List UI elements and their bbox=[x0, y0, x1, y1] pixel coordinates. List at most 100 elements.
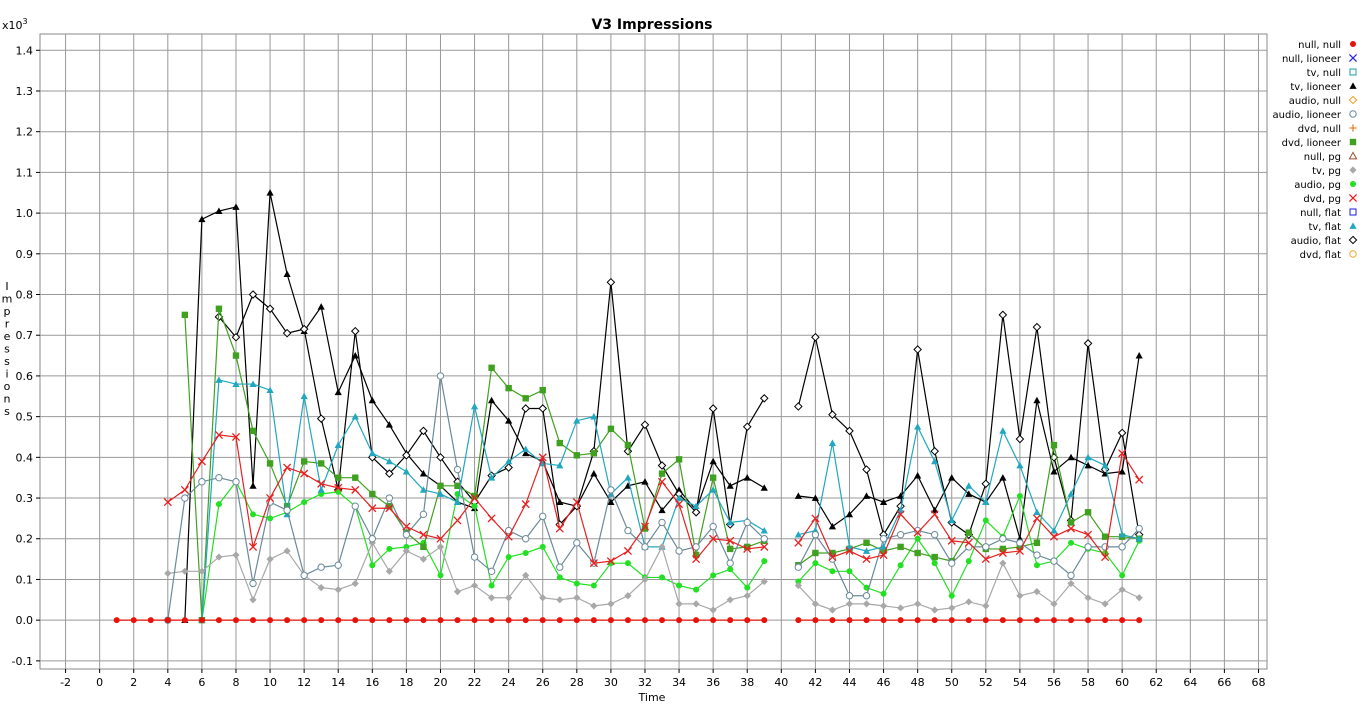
data-point bbox=[948, 604, 956, 612]
legend-marker bbox=[1349, 82, 1357, 89]
data-point bbox=[982, 617, 989, 624]
legend-marker bbox=[1348, 193, 1358, 203]
data-point bbox=[1067, 571, 1075, 580]
data-point bbox=[641, 525, 649, 532]
data-point bbox=[981, 479, 991, 489]
data-point bbox=[1101, 461, 1109, 469]
data-point bbox=[693, 586, 700, 593]
data-point bbox=[794, 531, 802, 538]
data-point bbox=[539, 512, 547, 521]
data-point bbox=[794, 563, 803, 571]
data-point bbox=[282, 328, 292, 338]
data-point bbox=[590, 582, 597, 589]
data-point bbox=[828, 410, 837, 419]
data-point bbox=[708, 404, 718, 413]
data-point bbox=[369, 562, 376, 569]
data-point bbox=[965, 558, 972, 565]
data-point bbox=[624, 560, 631, 567]
data-point bbox=[250, 511, 257, 518]
data-point bbox=[572, 498, 581, 507]
data-point bbox=[505, 457, 513, 465]
data-point bbox=[573, 417, 581, 424]
data-point bbox=[914, 617, 921, 624]
data-point bbox=[812, 549, 819, 557]
data-point bbox=[829, 568, 836, 575]
data-point bbox=[640, 522, 650, 531]
data-point bbox=[215, 501, 222, 508]
data-point bbox=[556, 498, 564, 505]
data-point bbox=[368, 535, 377, 543]
data-point bbox=[487, 567, 496, 576]
data-point bbox=[726, 545, 734, 553]
data-point bbox=[1084, 461, 1092, 469]
data-point bbox=[1050, 527, 1058, 534]
data-point bbox=[402, 530, 411, 539]
data-point bbox=[1118, 586, 1126, 594]
data-point bbox=[436, 372, 445, 380]
data-point bbox=[862, 492, 871, 499]
data-point bbox=[845, 546, 854, 556]
legend-label: null, lioneer bbox=[1282, 54, 1342, 65]
data-point bbox=[794, 492, 802, 499]
data-point bbox=[215, 617, 222, 624]
data-point bbox=[1119, 572, 1126, 579]
data-point bbox=[198, 478, 206, 486]
data-point bbox=[692, 502, 700, 510]
data-point bbox=[386, 617, 393, 624]
x-tick-label: 42 bbox=[808, 676, 822, 689]
data-point bbox=[232, 478, 240, 486]
data-point bbox=[130, 617, 137, 624]
data-point bbox=[863, 617, 870, 624]
legend-label: tv, pg bbox=[1312, 166, 1341, 177]
data-point bbox=[505, 554, 512, 561]
data-point bbox=[692, 543, 700, 551]
x-tick-label: 6 bbox=[198, 676, 205, 689]
data-point bbox=[862, 592, 871, 600]
data-point bbox=[828, 439, 837, 446]
legend-marker bbox=[1350, 181, 1356, 187]
data-point bbox=[437, 482, 444, 490]
data-point bbox=[930, 530, 939, 539]
data-point bbox=[453, 588, 462, 596]
legend-label: dvd, pg bbox=[1303, 194, 1341, 205]
data-point bbox=[385, 504, 394, 513]
data-point bbox=[880, 617, 887, 624]
data-point bbox=[811, 600, 819, 608]
data-point bbox=[845, 543, 854, 550]
y-axis: -0.1 0.0 0.1 0.2 0.3 0.4 0.5 0.6 0.7 0.8 0.9 1.0 1.1… bbox=[12, 44, 40, 668]
data-point bbox=[385, 469, 394, 478]
data-point bbox=[913, 526, 922, 535]
data-point bbox=[249, 579, 257, 588]
data-point bbox=[521, 535, 530, 543]
data-point bbox=[249, 427, 257, 435]
data-point bbox=[1033, 617, 1040, 624]
data-point bbox=[675, 600, 683, 608]
data-point bbox=[488, 594, 496, 602]
data-point bbox=[948, 617, 955, 624]
series-layer bbox=[113, 189, 1144, 624]
data-point bbox=[505, 594, 513, 602]
data-point bbox=[283, 270, 291, 278]
data-point bbox=[607, 617, 614, 624]
legend-marker bbox=[1349, 124, 1357, 132]
x-tick-label: 56 bbox=[1047, 676, 1061, 689]
data-point bbox=[555, 524, 564, 533]
data-point bbox=[1033, 562, 1040, 569]
data-point bbox=[556, 461, 564, 469]
x-tick-label: 62 bbox=[1149, 676, 1163, 689]
data-point bbox=[369, 617, 376, 624]
series-tv-flat bbox=[198, 376, 1143, 624]
data-point bbox=[352, 617, 359, 624]
data-point bbox=[215, 473, 223, 482]
data-point bbox=[947, 536, 956, 545]
data-point bbox=[181, 617, 188, 624]
data-point bbox=[845, 426, 854, 436]
data-point bbox=[403, 617, 410, 624]
data-point bbox=[350, 326, 360, 336]
data-point bbox=[402, 522, 411, 531]
data-point bbox=[999, 535, 1007, 543]
data-point bbox=[556, 574, 563, 581]
data-point bbox=[436, 543, 445, 551]
data-point bbox=[198, 215, 206, 223]
data-point bbox=[181, 567, 189, 575]
